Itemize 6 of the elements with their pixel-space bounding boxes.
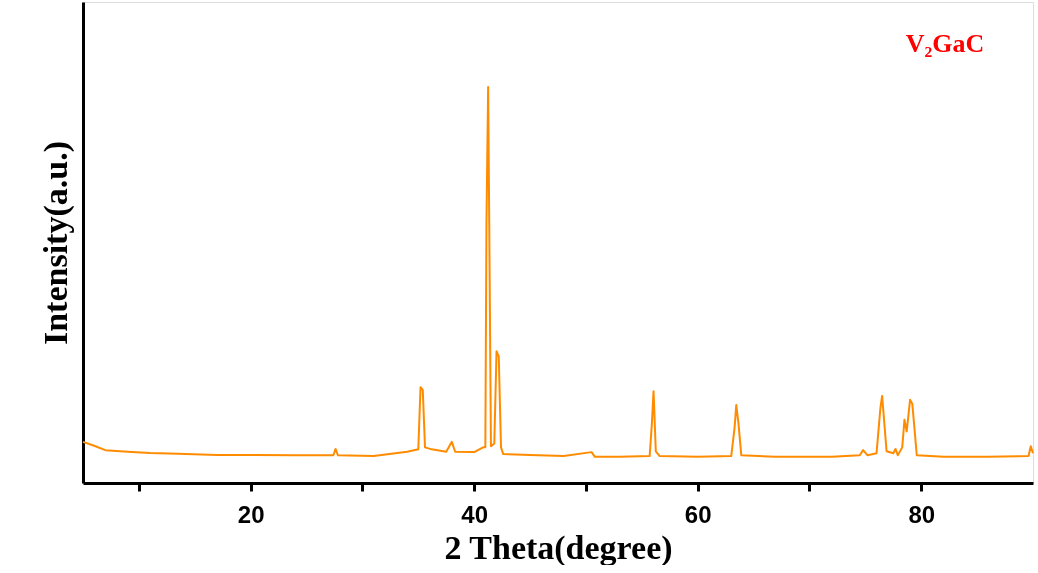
x-tick-label: 80 (908, 500, 936, 528)
x-tick-label: 20 (237, 500, 265, 528)
x-tick-label: 60 (684, 500, 712, 528)
text: V₂GaC (905, 29, 985, 58)
x-tick-label: 40 (461, 500, 489, 528)
y-axis-title: Intensity(a.u.) (36, 140, 75, 346)
